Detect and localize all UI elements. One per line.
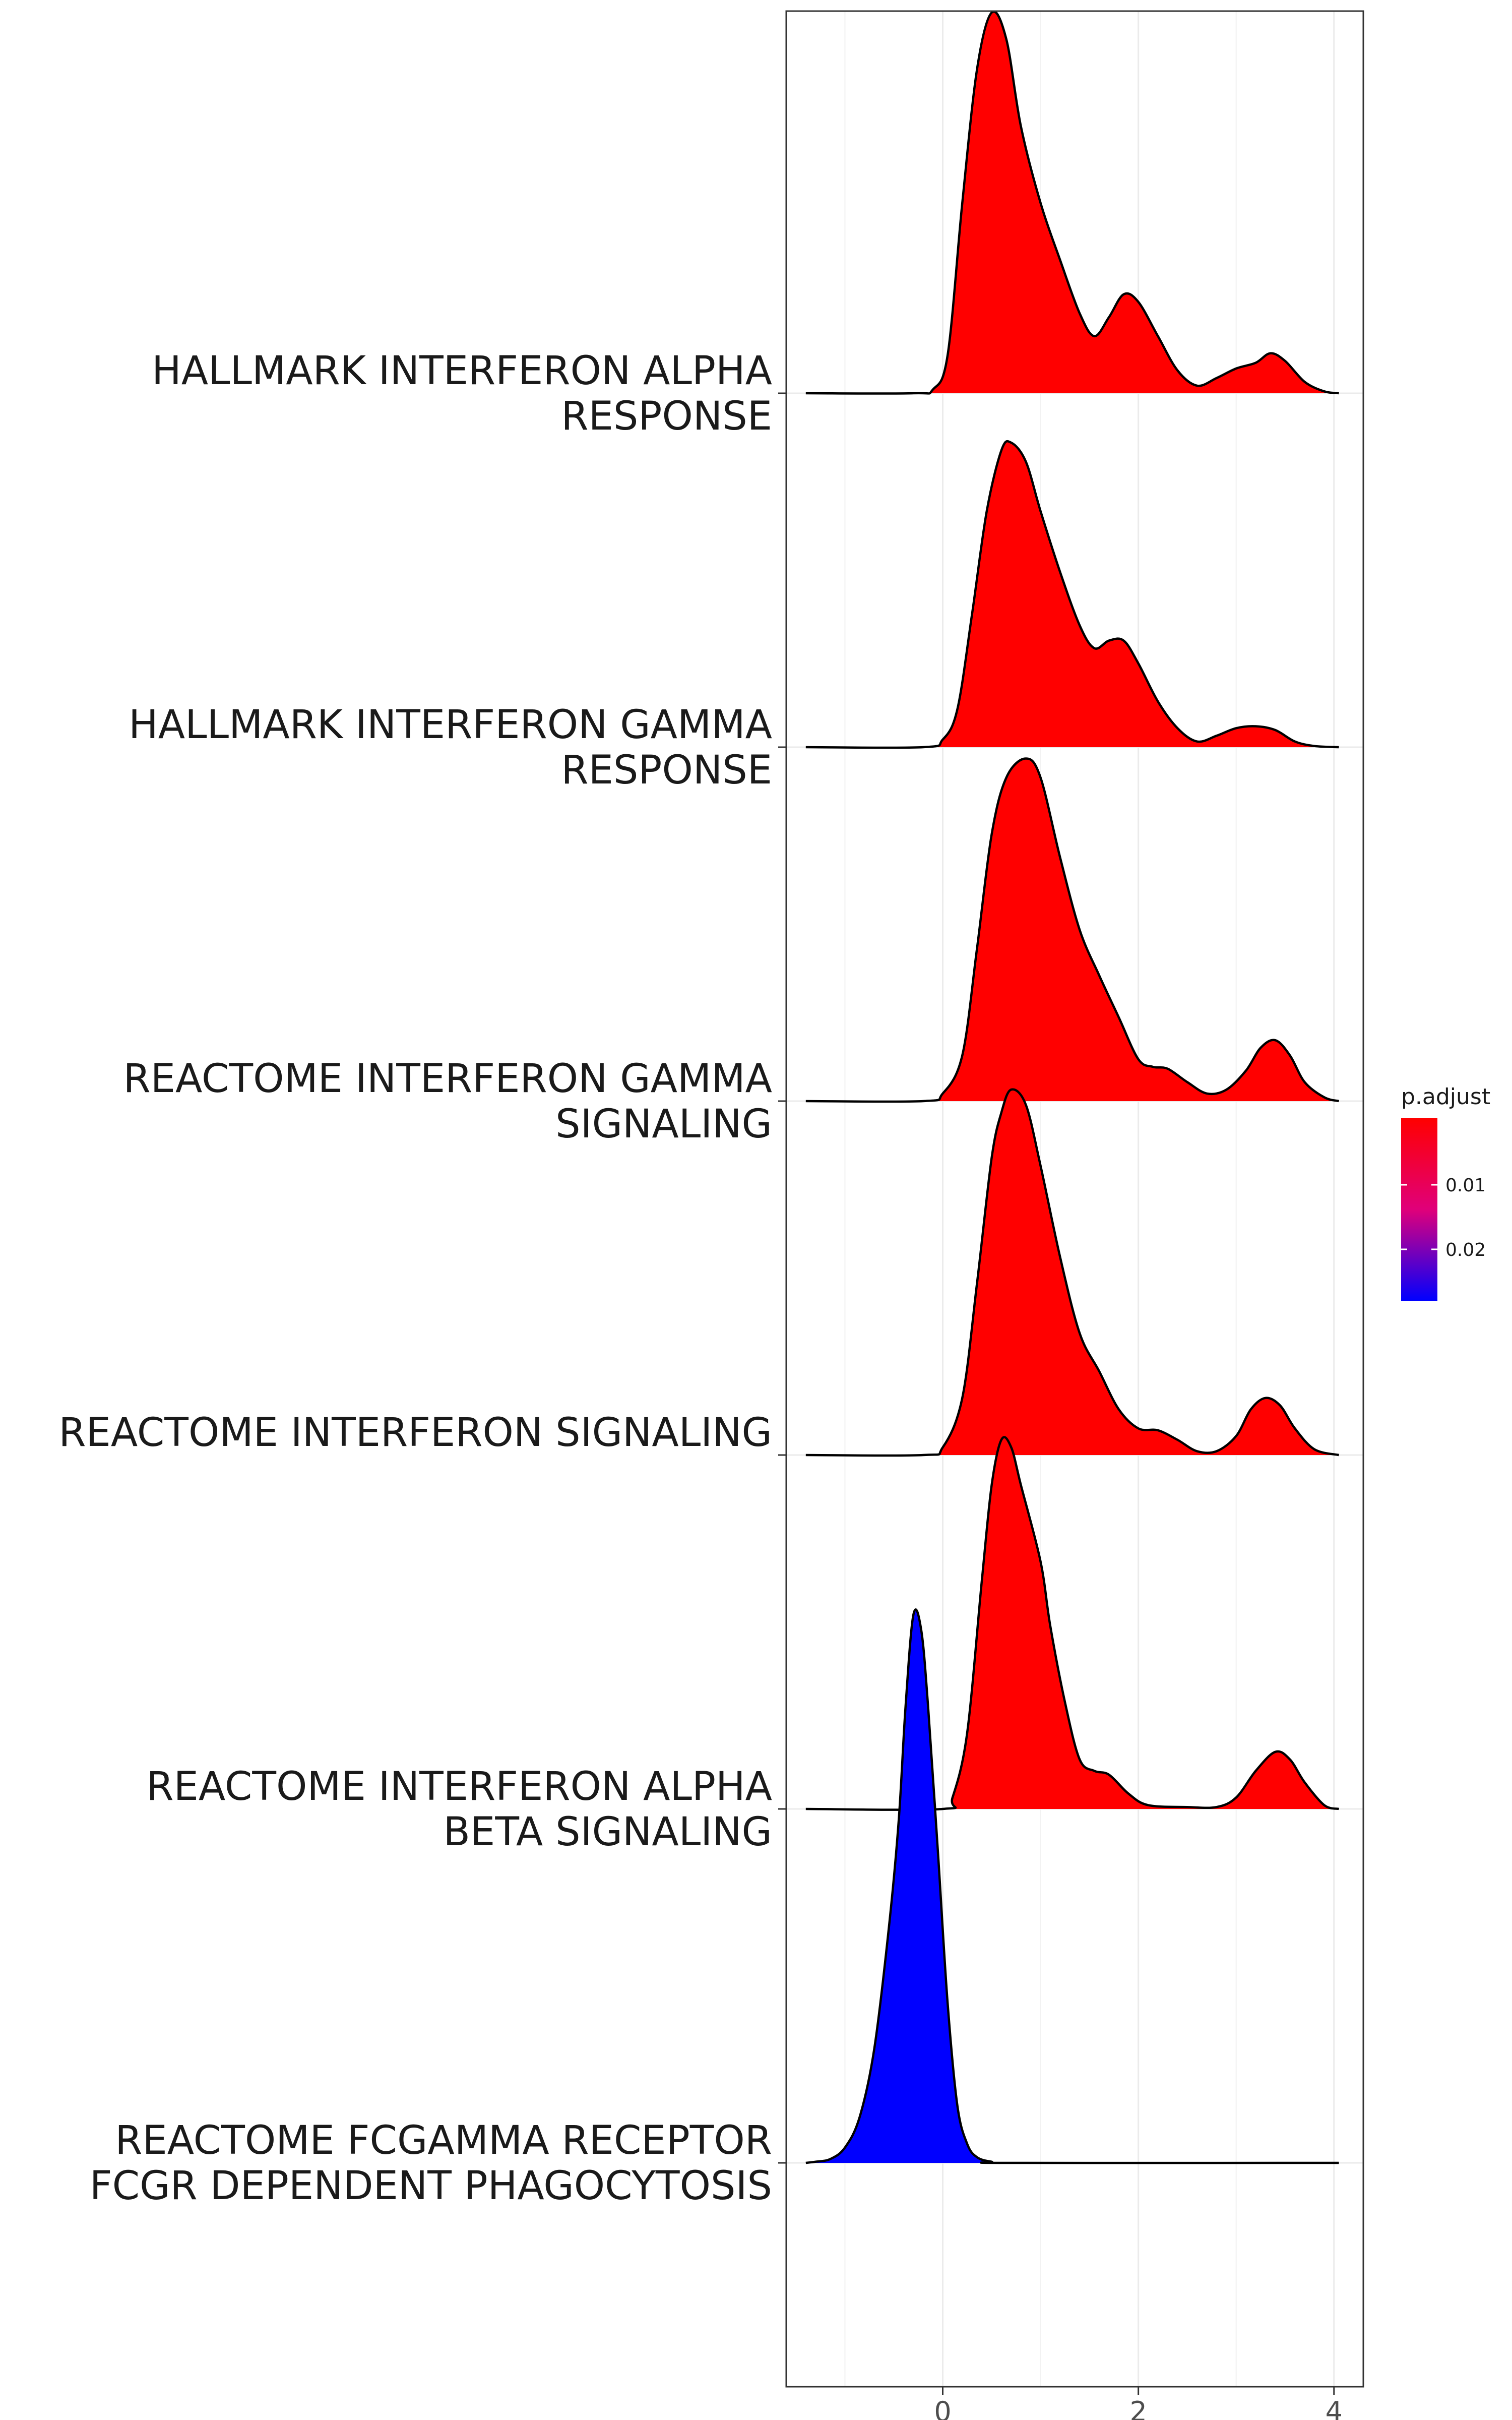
ridge-outline (805, 1436, 1340, 1811)
panel-border (785, 10, 1364, 2388)
x-tick-label: 4 (1326, 2396, 1343, 2420)
y-axis-label: REACTOME FCGAMMA RECEPTOR (115, 2118, 772, 2163)
legend-title: p.adjust (1401, 1084, 1490, 1110)
x-tick-label: 2 (1129, 2396, 1147, 2420)
ridge-outline (805, 10, 1339, 395)
y-axis-label: HALLMARK INTERFERON ALPHA (152, 348, 772, 394)
ridge-6 (805, 1608, 1339, 2164)
ridge-4 (805, 1088, 1340, 1457)
ridge-fill (805, 758, 1339, 1102)
legend: p.adjust 0.01 0.02 (1401, 1084, 1490, 1301)
x-tick-label: 0 (934, 2396, 951, 2420)
y-axis-label: SIGNALING (555, 1102, 772, 1147)
ridge-outline (805, 1088, 1340, 1457)
y-axis-label: RESPONSE (561, 394, 772, 439)
y-axis-label: REACTOME INTERFERON ALPHA (146, 1764, 772, 1809)
ridge-3 (805, 757, 1340, 1103)
y-axis-label: RESPONSE (561, 748, 772, 793)
x-axis-ticks: 0 2 4 (934, 2387, 1343, 2420)
legend-label-0.02: 0.02 (1445, 1240, 1486, 1260)
density-ridges (805, 10, 1340, 2164)
ridge-outline (805, 440, 1339, 749)
ridge-5 (805, 1436, 1340, 1811)
y-axis-label: REACTOME INTERFERON SIGNALING (58, 1410, 772, 1456)
ridge-fill (805, 441, 1339, 748)
y-axis-label: FCGR DEPENDENT PHAGOCYTOSIS (90, 2163, 772, 2209)
y-axis-label: REACTOME INTERFERON GAMMA (123, 1056, 772, 1102)
y-axis-label: HALLMARK INTERFERON GAMMA (129, 702, 772, 748)
legend-label-0.01: 0.01 (1445, 1175, 1486, 1196)
ridge-fill (805, 1609, 1339, 2163)
y-axis-label: BETA SIGNALING (444, 1809, 772, 1855)
ridge-2 (805, 440, 1339, 749)
ridge-1 (805, 10, 1339, 395)
y-axis-labels: HALLMARK INTERFERON ALPHARESPONSEHALLMAR… (58, 348, 786, 2209)
ridge-outline (805, 757, 1340, 1103)
ridge-fill (805, 11, 1339, 394)
ridge-outline (805, 1608, 1339, 2164)
ridge-fill (805, 1089, 1339, 1456)
legend-colorbar (1401, 1118, 1437, 1301)
